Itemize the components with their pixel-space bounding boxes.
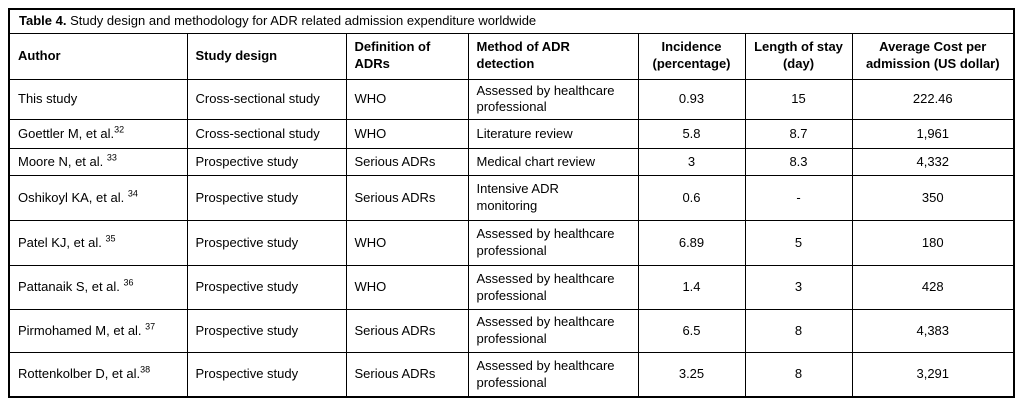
author-name: Pirmohamed M, et al. xyxy=(18,322,146,338)
adr-definition-cell: WHO xyxy=(345,119,469,150)
incidence-cell: 5.8 xyxy=(637,119,746,150)
adr-definition-cell: WHO xyxy=(345,220,469,267)
table-row: Pirmohamed M, et al. 37 Prospective stud… xyxy=(8,309,1015,354)
col-header-avg-cost: Average Cost per admission (US dollar) xyxy=(851,32,1015,80)
length-of-stay-cell: - xyxy=(744,175,853,222)
author-cell: Oshikoyl KA, et al. 34 xyxy=(8,175,188,222)
author-name: Oshikoyl KA, et al. xyxy=(18,189,128,205)
avg-cost-cell: 4,332 xyxy=(851,148,1015,177)
study-design-cell: Prospective study xyxy=(186,220,347,267)
adr-definition-cell: Serious ADRs xyxy=(345,352,469,398)
study-design-cell: Cross-sectional study xyxy=(186,119,347,150)
author-name: Rottenkolber D, et al. xyxy=(18,366,141,382)
author-citation-superscript: 36 xyxy=(123,278,134,288)
col-header-detection-method: Method of ADR detection xyxy=(467,32,639,80)
study-design-cell: Prospective study xyxy=(186,352,347,398)
table-body: This study Cross-sectional study WHO Ass… xyxy=(8,78,1015,398)
detection-method-cell: Assessed by healthcare professional xyxy=(467,220,639,267)
author-citation-superscript: 33 xyxy=(106,152,117,163)
detection-method-cell: Assessed by healthcare professional xyxy=(467,309,639,354)
author-cell: Pattanaik S, et al. 36 xyxy=(8,265,188,311)
study-design-cell: Prospective study xyxy=(186,265,347,311)
table-title: Table 4. Study design and methodology fo… xyxy=(8,8,1015,34)
avg-cost-cell: 1,961 xyxy=(851,119,1015,150)
incidence-cell: 3.25 xyxy=(637,352,746,398)
study-design-table: Table 4. Study design and methodology fo… xyxy=(8,8,1016,398)
table-container: Table 4. Study design and methodology fo… xyxy=(8,8,1016,398)
table-title-prefix: Table 4. xyxy=(19,12,67,28)
author-citation-superscript: 34 xyxy=(127,188,138,199)
incidence-cell: 0.6 xyxy=(637,175,746,222)
length-of-stay-cell: 8.3 xyxy=(744,148,853,177)
avg-cost-cell: 4,383 xyxy=(851,309,1015,354)
length-of-stay-cell: 8 xyxy=(744,352,853,398)
col-header-length-of-stay: Length of stay (day) xyxy=(744,32,853,80)
length-of-stay-cell: 8 xyxy=(744,309,853,354)
author-citation-superscript: 37 xyxy=(145,321,156,332)
author-name: Goettler M, et al. xyxy=(18,125,115,141)
author-cell: Pirmohamed M, et al. 37 xyxy=(8,309,188,354)
col-header-incidence: Incidence (percentage) xyxy=(637,32,746,80)
table-row: Oshikoyl KA, et al. 34 Prospective study… xyxy=(8,175,1015,222)
table-row: Goettler M, et al.32 Cross-sectional stu… xyxy=(8,119,1015,150)
length-of-stay-cell: 3 xyxy=(744,265,853,311)
table-row: This study Cross-sectional study WHO Ass… xyxy=(8,78,1015,121)
table-row: Moore N, et al. 33 Prospective study Ser… xyxy=(8,148,1015,177)
detection-method-cell: Assessed by healthcare professional xyxy=(467,78,639,121)
length-of-stay-cell: 5 xyxy=(744,220,853,267)
col-header-author: Author xyxy=(8,32,188,80)
author-name: This study xyxy=(18,90,78,106)
author-citation-superscript: 35 xyxy=(105,233,116,244)
study-design-cell: Prospective study xyxy=(186,309,347,354)
avg-cost-cell: 3,291 xyxy=(851,352,1015,398)
incidence-cell: 6.5 xyxy=(637,309,746,354)
table-row: Pattanaik S, et al. 36 Prospective study… xyxy=(8,265,1015,311)
table-row: Patel KJ, et al. 35 Prospective study WH… xyxy=(8,220,1015,267)
author-name: Pattanaik S, et al. xyxy=(18,279,124,295)
avg-cost-cell: 428 xyxy=(851,265,1015,311)
length-of-stay-cell: 8.7 xyxy=(744,119,853,150)
avg-cost-cell: 350 xyxy=(851,175,1015,222)
table-title-row: Table 4. Study design and methodology fo… xyxy=(8,8,1015,34)
col-header-study-design: Study design xyxy=(186,32,347,80)
table-header-row: Author Study design Definition of ADRs M… xyxy=(8,32,1015,80)
study-design-cell: Cross-sectional study xyxy=(186,78,347,121)
incidence-cell: 3 xyxy=(637,148,746,177)
detection-method-cell: Medical chart review xyxy=(467,148,639,177)
author-cell: Moore N, et al. 33 xyxy=(8,148,188,177)
adr-definition-cell: Serious ADRs xyxy=(345,148,469,177)
author-cell: Goettler M, et al.32 xyxy=(8,119,188,150)
table-row: Rottenkolber D, et al.38 Prospective stu… xyxy=(8,352,1015,398)
author-citation-superscript: 32 xyxy=(114,124,125,135)
author-cell: Rottenkolber D, et al.38 xyxy=(8,352,188,398)
detection-method-cell: Assessed by healthcare professional xyxy=(467,265,639,311)
detection-method-cell: Assessed by healthcare professional xyxy=(467,352,639,398)
adr-definition-cell: WHO xyxy=(345,265,469,311)
length-of-stay-cell: 15 xyxy=(744,78,853,121)
adr-definition-cell: WHO xyxy=(345,78,469,121)
author-name: Patel KJ, et al. xyxy=(18,234,106,250)
adr-definition-cell: Serious ADRs xyxy=(345,175,469,222)
adr-definition-cell: Serious ADRs xyxy=(345,309,469,354)
detection-method-cell: Intensive ADR monitoring xyxy=(467,175,639,222)
author-citation-superscript: 38 xyxy=(140,364,151,375)
table-title-text: Study design and methodology for ADR rel… xyxy=(66,12,537,28)
author-name: Moore N, et al. xyxy=(18,153,107,169)
incidence-cell: 6.89 xyxy=(637,220,746,267)
study-design-cell: Prospective study xyxy=(186,148,347,177)
incidence-cell: 1.4 xyxy=(637,265,746,311)
avg-cost-cell: 180 xyxy=(851,220,1015,267)
author-cell: This study xyxy=(8,78,188,121)
detection-method-cell: Literature review xyxy=(467,119,639,150)
author-cell: Patel KJ, et al. 35 xyxy=(8,220,188,267)
avg-cost-cell: 222.46 xyxy=(851,78,1015,121)
incidence-cell: 0.93 xyxy=(637,78,746,121)
study-design-cell: Prospective study xyxy=(186,175,347,222)
col-header-adr-definition: Definition of ADRs xyxy=(345,32,469,80)
